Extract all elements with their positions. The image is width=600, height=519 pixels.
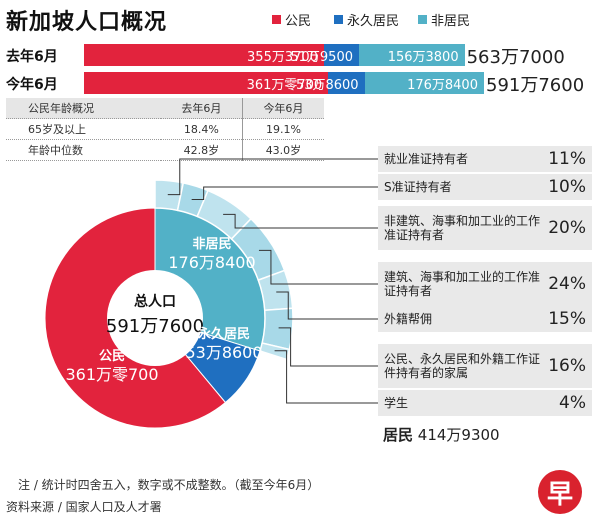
breakdown-row: 就业准证持有者 11%	[378, 146, 592, 172]
bar-segment: 156万3800	[359, 44, 465, 66]
residents-total: 居民 414万9300	[383, 426, 500, 444]
breakdown-value: 10%	[548, 177, 586, 197]
leader-line	[278, 327, 378, 367]
breakdown-value: 20%	[548, 218, 586, 238]
bar-segment: 51万9500	[290, 44, 359, 66]
breakdown-row: 学生 4%	[378, 390, 592, 416]
breakdown-value: 24%	[548, 274, 586, 294]
breakdown-label: S准证持有者	[384, 180, 452, 194]
table-row: 65岁及以上 18.4% 19.1%	[6, 118, 324, 140]
bar-total-label: 591万7600	[486, 75, 585, 96]
table-header-row: 公民年龄概况 去年6月 今年6月	[6, 98, 324, 119]
source-credit: 资料来源 / 国家人口及人才署	[6, 500, 162, 514]
breakdown-label: 建筑、海事和加工业的工作准证持有者	[384, 270, 541, 298]
leader-line	[258, 249, 378, 285]
legend-swatch	[272, 15, 281, 24]
table-cell: 42.8岁	[160, 139, 243, 161]
page-title: 新加坡人口概况	[6, 10, 168, 35]
breakdown-row: 外籍帮佣 15%	[378, 306, 592, 332]
legend-swatch	[418, 15, 427, 24]
breakdown-value: 16%	[548, 356, 586, 376]
legend-swatch	[334, 15, 343, 24]
zaobao-logo: 早	[538, 470, 582, 514]
breakdown-label: 就业准证持有者	[384, 152, 469, 166]
table-cell: 公民年龄概况	[6, 98, 161, 119]
breakdown-value: 15%	[548, 309, 586, 329]
breakdown-label: 非建筑、海事和加工业的工作准证持有者	[384, 214, 541, 242]
legend-nonresident: 非居民	[418, 10, 470, 29]
bar-row-label-last-year: 去年6月	[6, 49, 58, 65]
legend-citizen: 公民	[272, 10, 311, 29]
pie-slice-name: 非居民	[192, 236, 231, 252]
legend-pr: 永久居民	[334, 10, 399, 29]
leader-line	[276, 291, 378, 320]
table-cell: 43.0岁	[241, 139, 324, 161]
breakdown-label: 外籍帮佣	[384, 312, 433, 326]
age-profile-table: 公民年龄概况 去年6月 今年6月 65岁及以上 18.4% 19.1% 年龄中位…	[6, 98, 324, 161]
pie-slice-value: 176万8400	[168, 253, 255, 272]
table-cell: 65岁及以上	[6, 118, 161, 140]
leader-line	[223, 213, 378, 229]
bar-total-label: 563万7000	[466, 47, 565, 68]
breakdown-label: 学生	[384, 396, 409, 410]
leader-line	[191, 186, 378, 201]
pie-slice-name: 永久居民	[197, 326, 250, 342]
breakdown-value: 11%	[548, 149, 586, 169]
bar-segment: 53万8600	[296, 72, 365, 94]
leader-line	[167, 158, 378, 196]
breakdown-row: 非建筑、海事和加工业的工作准证持有者 20%	[378, 206, 592, 250]
footnote: 注 / 统计时四舍五入，数字或不成整数。（截至今年6月）	[18, 478, 320, 492]
leader-line	[274, 350, 378, 404]
bar-segment: 355万3700	[84, 44, 324, 66]
table-cell: 年龄中位数	[6, 139, 161, 161]
pie-slice-name: 公民	[99, 349, 125, 364]
breakdown-row: 公民、永久居民和外籍工作证件持有者的家属 16%	[378, 344, 592, 388]
pie-slice-value: 361万零700	[65, 365, 158, 384]
table-cell: 去年6月	[160, 98, 243, 119]
pie-slice-value: 53万8600	[185, 343, 262, 362]
table-cell: 18.4%	[160, 118, 243, 140]
pie-center-label: 总人口	[134, 293, 176, 310]
table-cell: 今年6月	[241, 98, 324, 119]
pie-center	[107, 270, 203, 366]
bar-segment: 361万零700	[84, 72, 329, 94]
table-row: 年龄中位数 42.8岁 43.0岁	[6, 139, 324, 161]
pie-center-value: 591万7600	[106, 316, 204, 337]
breakdown-row: 建筑、海事和加工业的工作准证持有者 24%	[378, 262, 592, 306]
breakdown-row: S准证持有者 10%	[378, 174, 592, 200]
breakdown-value: 4%	[559, 393, 586, 413]
bar-segment: 176万8400	[364, 72, 484, 94]
bar-row-label-this-year: 今年6月	[6, 77, 58, 93]
table-cell: 19.1%	[241, 118, 324, 140]
breakdown-label: 公民、永久居民和外籍工作证件持有者的家属	[384, 352, 541, 380]
